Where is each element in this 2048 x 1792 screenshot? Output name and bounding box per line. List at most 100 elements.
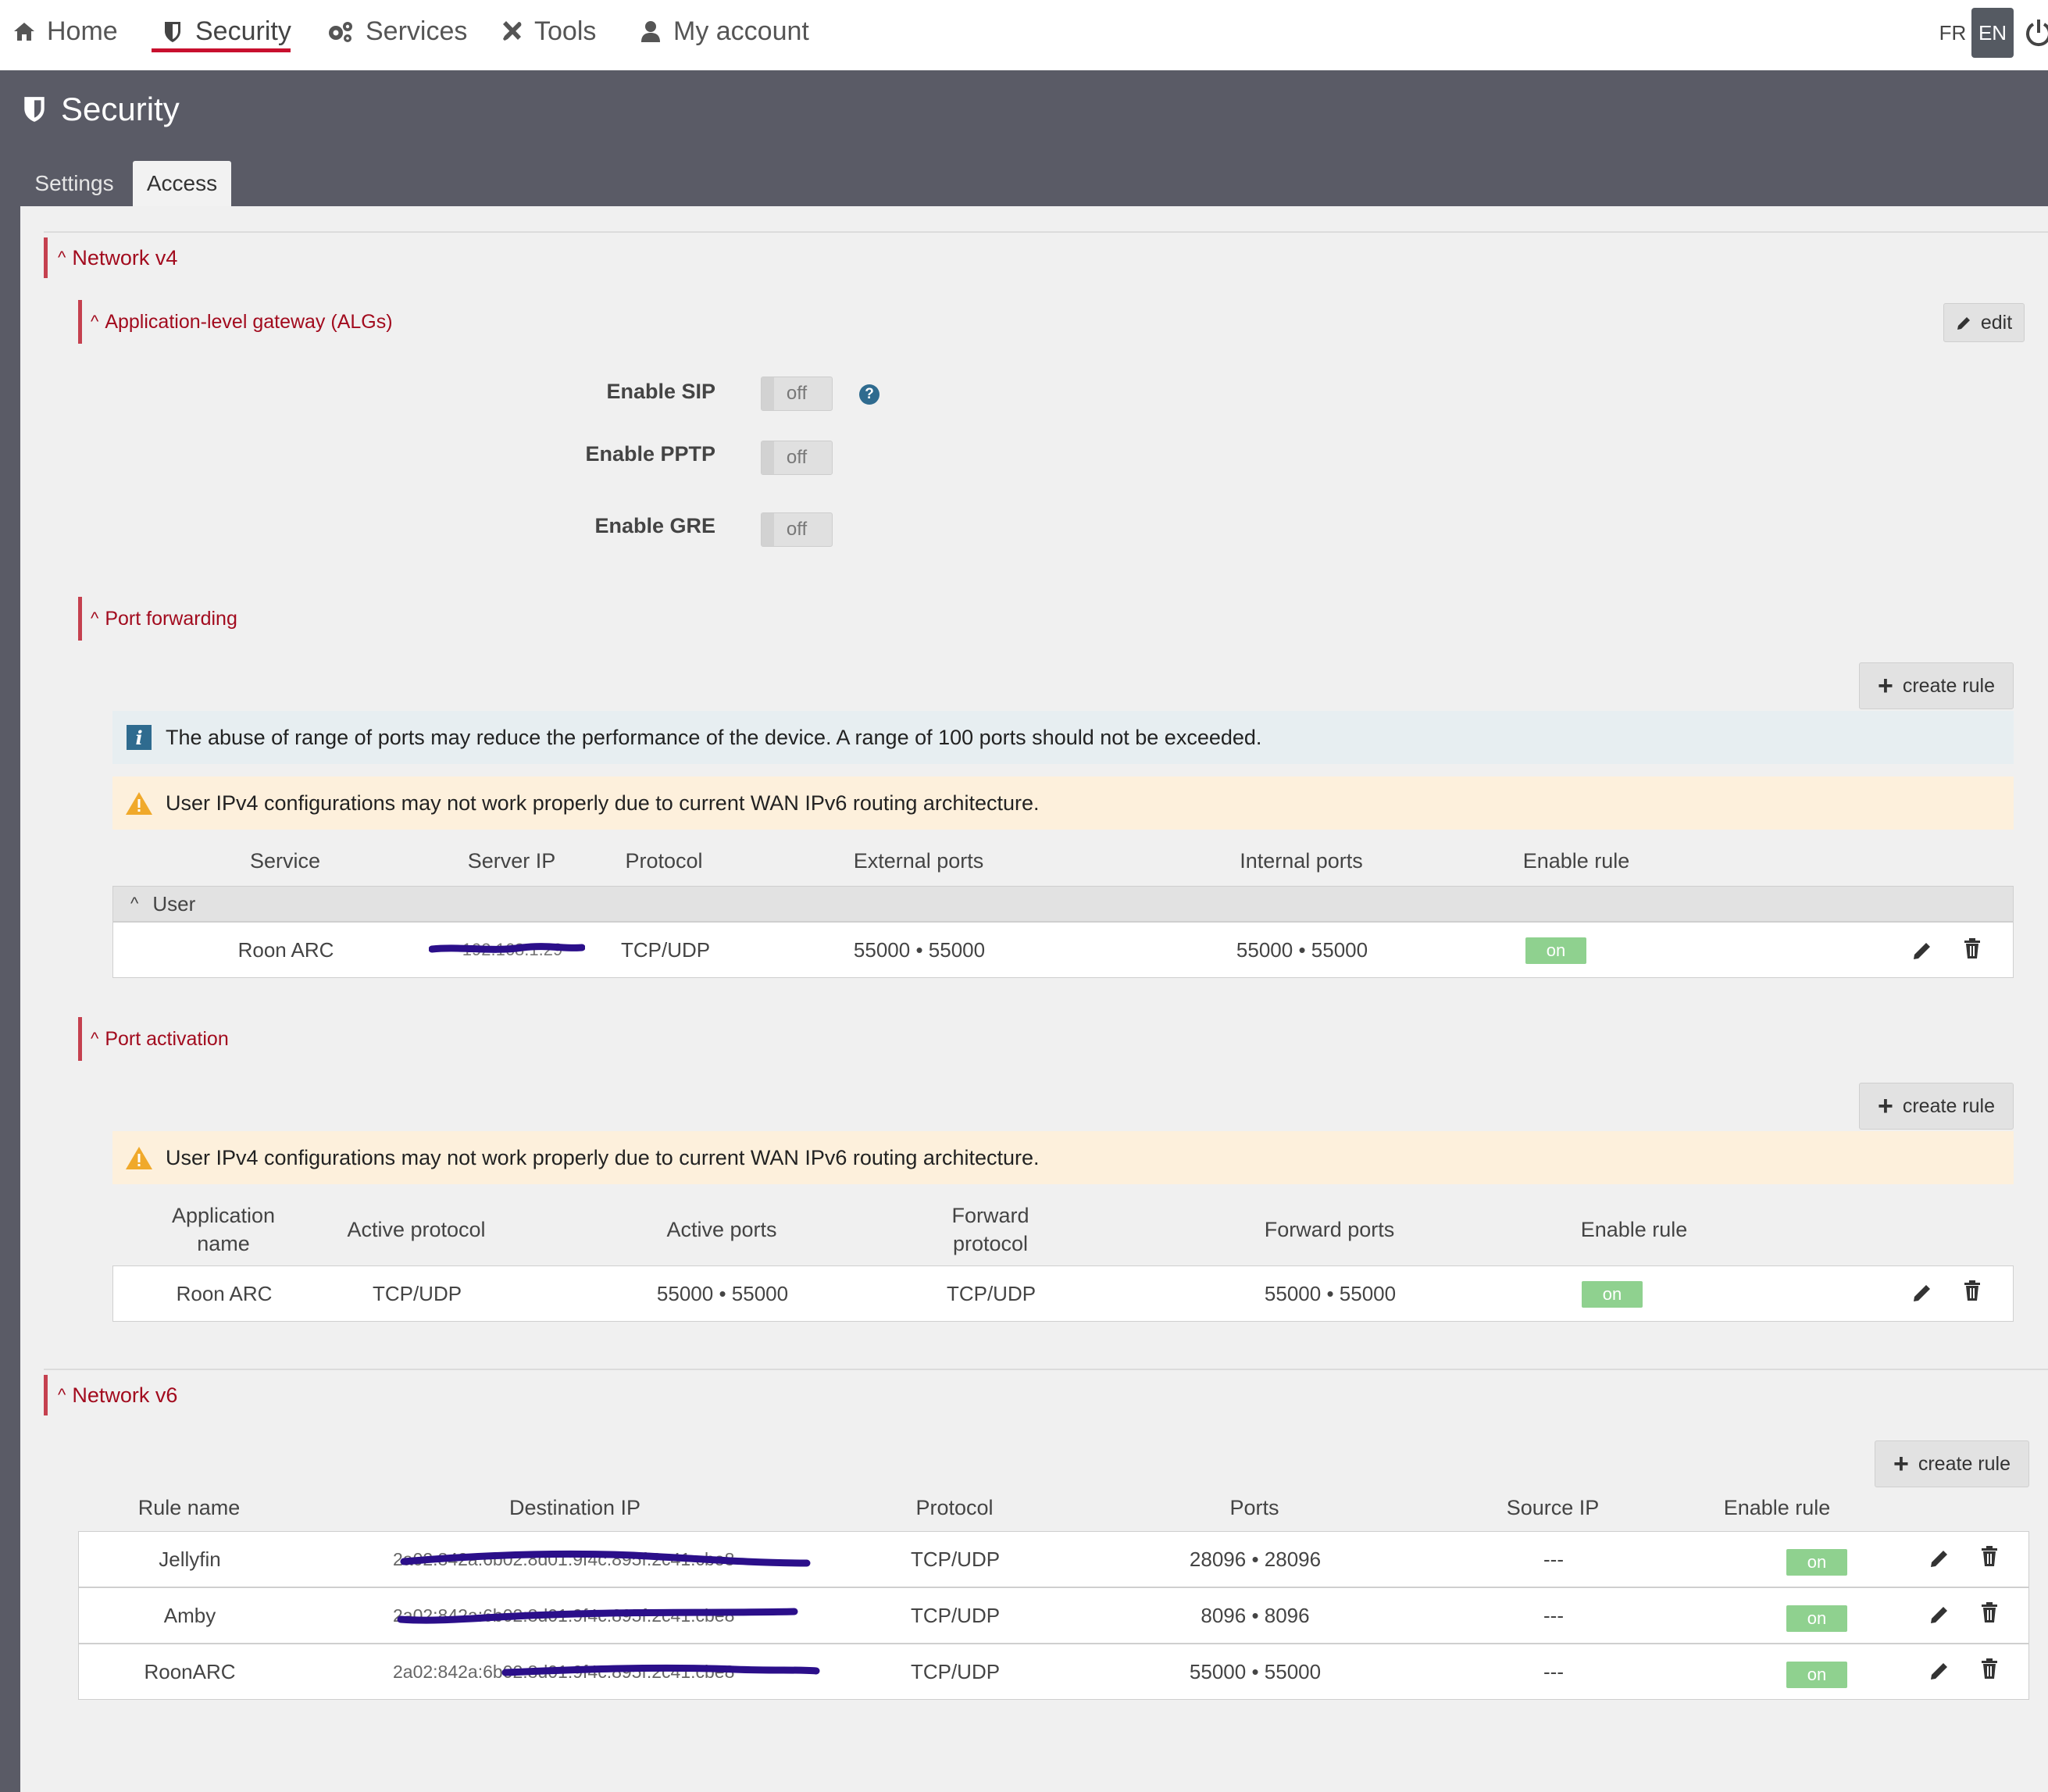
column-header: Source IP — [1506, 1496, 1600, 1519]
column-header: Enable rule — [1580, 1218, 1688, 1241]
nav-security[interactable]: Security — [161, 0, 291, 62]
cell-ports: 55000 • 55000 — [1189, 1659, 1322, 1683]
section-title: Application-level gateway (ALGs) — [105, 310, 393, 333]
column-header: Internal ports — [1240, 849, 1363, 873]
pencil-icon[interactable] — [1928, 1658, 1950, 1682]
cell-protocol: TCP/UDP — [621, 937, 711, 962]
header-line: protocol — [952, 1232, 1029, 1255]
lang-fr-button[interactable]: FR — [1939, 20, 1967, 45]
trash-icon[interactable] — [1978, 1657, 2000, 1680]
divider — [44, 231, 2048, 233]
column-header: Ports — [1229, 1496, 1279, 1519]
enable-rule-toggle[interactable]: on — [1786, 1549, 1847, 1576]
power-icon[interactable] — [2023, 17, 2048, 48]
warning-icon — [126, 792, 152, 815]
section-marker — [44, 1375, 48, 1415]
cell-ports: 8096 • 8096 — [1201, 1603, 1310, 1627]
field-label: Enable PPTP — [585, 442, 715, 466]
divider — [44, 1369, 2048, 1370]
table-row: Roon ARC 192.168.1.29 TCP/UDP 55000 • 55… — [112, 922, 2014, 978]
enable-rule-toggle[interactable]: on — [1786, 1662, 1847, 1688]
pencil-icon[interactable] — [1928, 1546, 1950, 1569]
table-row: Roon ARC TCP/UDP 55000 • 55000 TCP/UDP 5… — [112, 1265, 2014, 1322]
column-header: Active ports — [666, 1218, 777, 1241]
enable-rule-toggle[interactable]: on — [1786, 1605, 1847, 1632]
column-header: Active protocol — [347, 1218, 486, 1241]
tools-icon — [500, 20, 523, 43]
chevron-up-icon: ^ — [130, 894, 139, 913]
warning-alert: User IPv4 configurations may not work pr… — [112, 776, 2014, 830]
pencil-icon[interactable] — [1911, 938, 1933, 962]
column-header: Enable rule — [1522, 849, 1630, 873]
header-line: Application — [171, 1204, 276, 1227]
cell-source-ip: --- — [1543, 1547, 1564, 1571]
chevron-up-icon: ^ — [91, 609, 99, 628]
chevron-up-icon: ^ — [91, 312, 99, 331]
nav-my-account[interactable]: My account — [639, 0, 809, 62]
section-network-v4-header[interactable]: ^ Network v4 — [44, 237, 356, 278]
cell-external-ports: 55000 • 55000 — [853, 937, 986, 962]
enable-sip-toggle[interactable]: off — [761, 377, 833, 411]
cell-application-name: Roon ARC — [176, 1281, 273, 1305]
group-row-user[interactable]: ^ User — [112, 886, 2014, 922]
left-gutter — [0, 206, 20, 1792]
section-port-forwarding-header[interactable]: ^ Port forwarding — [78, 597, 547, 641]
section-alg-header[interactable]: ^ Application-level gateway (ALGs) — [78, 300, 547, 344]
redaction-scribble — [501, 1664, 820, 1676]
section-marker — [44, 237, 48, 278]
info-icon: i — [127, 725, 152, 750]
create-rule-button[interactable]: + create rule — [1875, 1440, 2029, 1487]
section-port-activation-header[interactable]: ^ Port activation — [78, 1017, 547, 1061]
column-header: Enable rule — [1723, 1496, 1831, 1519]
trash-icon[interactable] — [1961, 1279, 1983, 1302]
pencil-icon[interactable] — [1911, 1280, 1933, 1304]
redaction-scribble — [400, 1550, 811, 1567]
warning-alert-text: User IPv4 configurations may not work pr… — [166, 1145, 1040, 1169]
info-alert: i The abuse of range of ports may reduce… — [112, 711, 2014, 764]
nav-services[interactable]: Services — [326, 0, 467, 62]
trash-icon[interactable] — [1978, 1601, 2000, 1624]
plus-icon: + — [1893, 1449, 1909, 1479]
cell-rule-name: RoonARC — [144, 1659, 236, 1683]
enable-gre-toggle[interactable]: off — [761, 512, 833, 547]
tab-access[interactable]: Access — [133, 161, 231, 206]
trash-icon[interactable] — [1978, 1544, 2000, 1568]
nav-home[interactable]: Home — [12, 0, 118, 62]
column-header-application-name: Application name — [130, 1201, 317, 1258]
cell-active-ports: 55000 • 55000 — [656, 1281, 789, 1305]
section-network-v6-header[interactable]: ^ Network v6 — [44, 1375, 356, 1415]
enable-rule-toggle[interactable]: on — [1525, 937, 1586, 964]
enable-pptp-toggle[interactable]: off — [761, 441, 833, 475]
create-rule-label: create rule — [1902, 674, 1995, 697]
create-rule-label: create rule — [1902, 1094, 1995, 1117]
page-title: Security — [22, 91, 180, 128]
tab-settings[interactable]: Settings — [34, 171, 114, 195]
column-header: Rule name — [137, 1496, 241, 1519]
nav-tools[interactable]: Tools — [500, 0, 596, 62]
chevron-up-icon: ^ — [58, 1385, 66, 1405]
page-title-text: Security — [61, 91, 180, 127]
column-header: Protocol — [625, 849, 703, 873]
cell-protocol: TCP/UDP — [910, 1603, 1001, 1627]
nav-tools-label: Tools — [534, 16, 597, 46]
main-content: ^ Network v4 ^ Application-level gateway… — [20, 206, 2048, 1792]
header-line: Forward — [951, 1204, 1029, 1227]
redaction-scribble — [397, 1608, 798, 1624]
info-alert-text: The abuse of range of ports may reduce t… — [166, 725, 1262, 749]
edit-button[interactable]: edit — [1943, 303, 2025, 342]
create-rule-button[interactable]: + create rule — [1859, 662, 2014, 709]
column-header: Protocol — [915, 1496, 994, 1519]
section-marker — [78, 1017, 82, 1061]
pencil-icon — [1957, 317, 1970, 330]
trash-icon[interactable] — [1961, 937, 1983, 960]
table-row: RoonARC 2a02:842a:6b02:8d01:9f4c:895f:2c… — [78, 1644, 2029, 1700]
column-header-forward-protocol: Forward protocol — [912, 1201, 1069, 1258]
lang-en-button[interactable]: EN — [1971, 8, 2014, 58]
help-icon[interactable]: ? — [859, 384, 879, 405]
warning-icon — [126, 1147, 152, 1169]
gears-icon — [326, 20, 355, 43]
pencil-icon[interactable] — [1928, 1602, 1950, 1626]
enable-rule-toggle[interactable]: on — [1582, 1281, 1643, 1308]
nav-security-label: Security — [195, 16, 291, 46]
create-rule-button[interactable]: + create rule — [1859, 1083, 2014, 1130]
